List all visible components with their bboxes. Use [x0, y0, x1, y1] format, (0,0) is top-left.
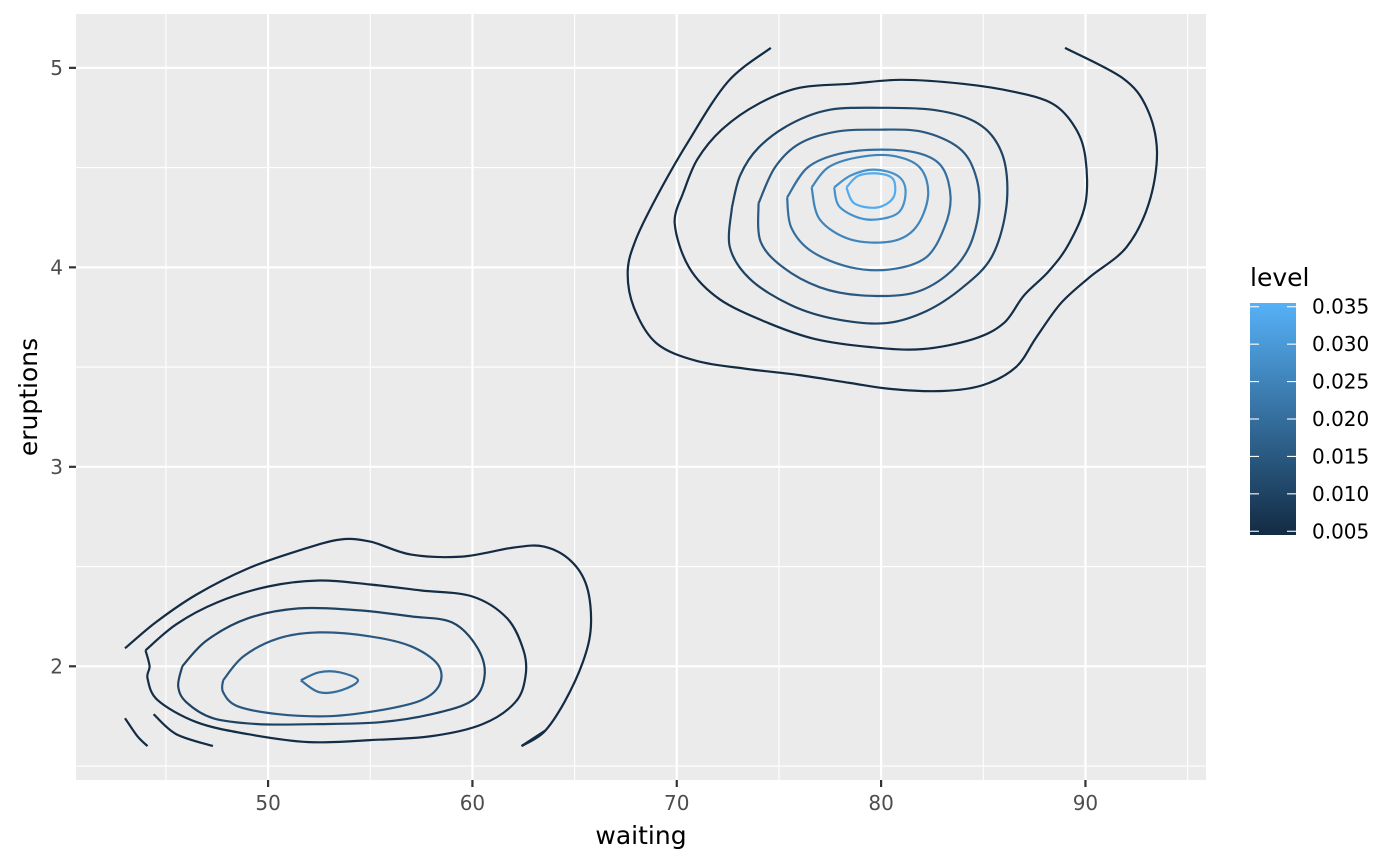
contour-line	[177, 606, 486, 726]
y-tick-label: 4	[50, 255, 63, 279]
legend: level 0.005 0.010 0.015 0.020 0.025 0.030 0.03…	[1250, 263, 1369, 543]
contour-line	[520, 729, 547, 748]
legend-label: 0.015	[1312, 444, 1369, 468]
y-axis-title: eruptions	[14, 338, 43, 456]
contour-line	[757, 128, 981, 298]
x-tick-label: 60	[460, 791, 485, 815]
y-tick-label: 5	[50, 56, 63, 80]
contour-line	[152, 713, 214, 748]
contour-line	[833, 168, 907, 221]
contour-line	[300, 670, 360, 694]
contour-line	[810, 153, 930, 244]
y-axis-ticks: 2 3 4 5	[50, 56, 76, 678]
x-tick-label: 80	[868, 791, 893, 815]
contour-line	[626, 46, 1159, 393]
y-tick-label: 2	[50, 654, 63, 678]
x-tick-label: 70	[664, 791, 689, 815]
contour-line	[786, 148, 952, 272]
major-gridlines	[76, 14, 1206, 780]
x-tick-label: 90	[1073, 791, 1098, 815]
x-axis-title: waiting	[595, 821, 686, 850]
x-tick-label: 50	[255, 791, 280, 815]
contour-line	[124, 537, 593, 748]
legend-label: 0.025	[1312, 370, 1369, 394]
legend-title: level	[1250, 263, 1309, 292]
x-axis-ticks: 50 60 70 80 90	[255, 780, 1098, 815]
legend-label: 0.010	[1312, 482, 1369, 506]
legend-label: 0.005	[1312, 519, 1369, 543]
contour-line	[845, 172, 897, 209]
y-tick-label: 3	[50, 455, 63, 479]
minor-gridlines	[76, 14, 1206, 780]
plot-panel	[76, 14, 1206, 780]
legend-ticks: 0.005 0.010 0.015 0.020 0.025 0.030 0.035	[1250, 295, 1369, 543]
legend-label: 0.020	[1312, 407, 1369, 431]
contour-line	[124, 717, 149, 747]
contour-line	[220, 631, 443, 718]
legend-label: 0.035	[1312, 295, 1369, 319]
density-contours	[124, 46, 1159, 748]
legend-label: 0.030	[1312, 332, 1369, 356]
contour-line	[673, 78, 1089, 351]
contour-line	[727, 106, 1009, 325]
contour-line	[144, 579, 528, 744]
